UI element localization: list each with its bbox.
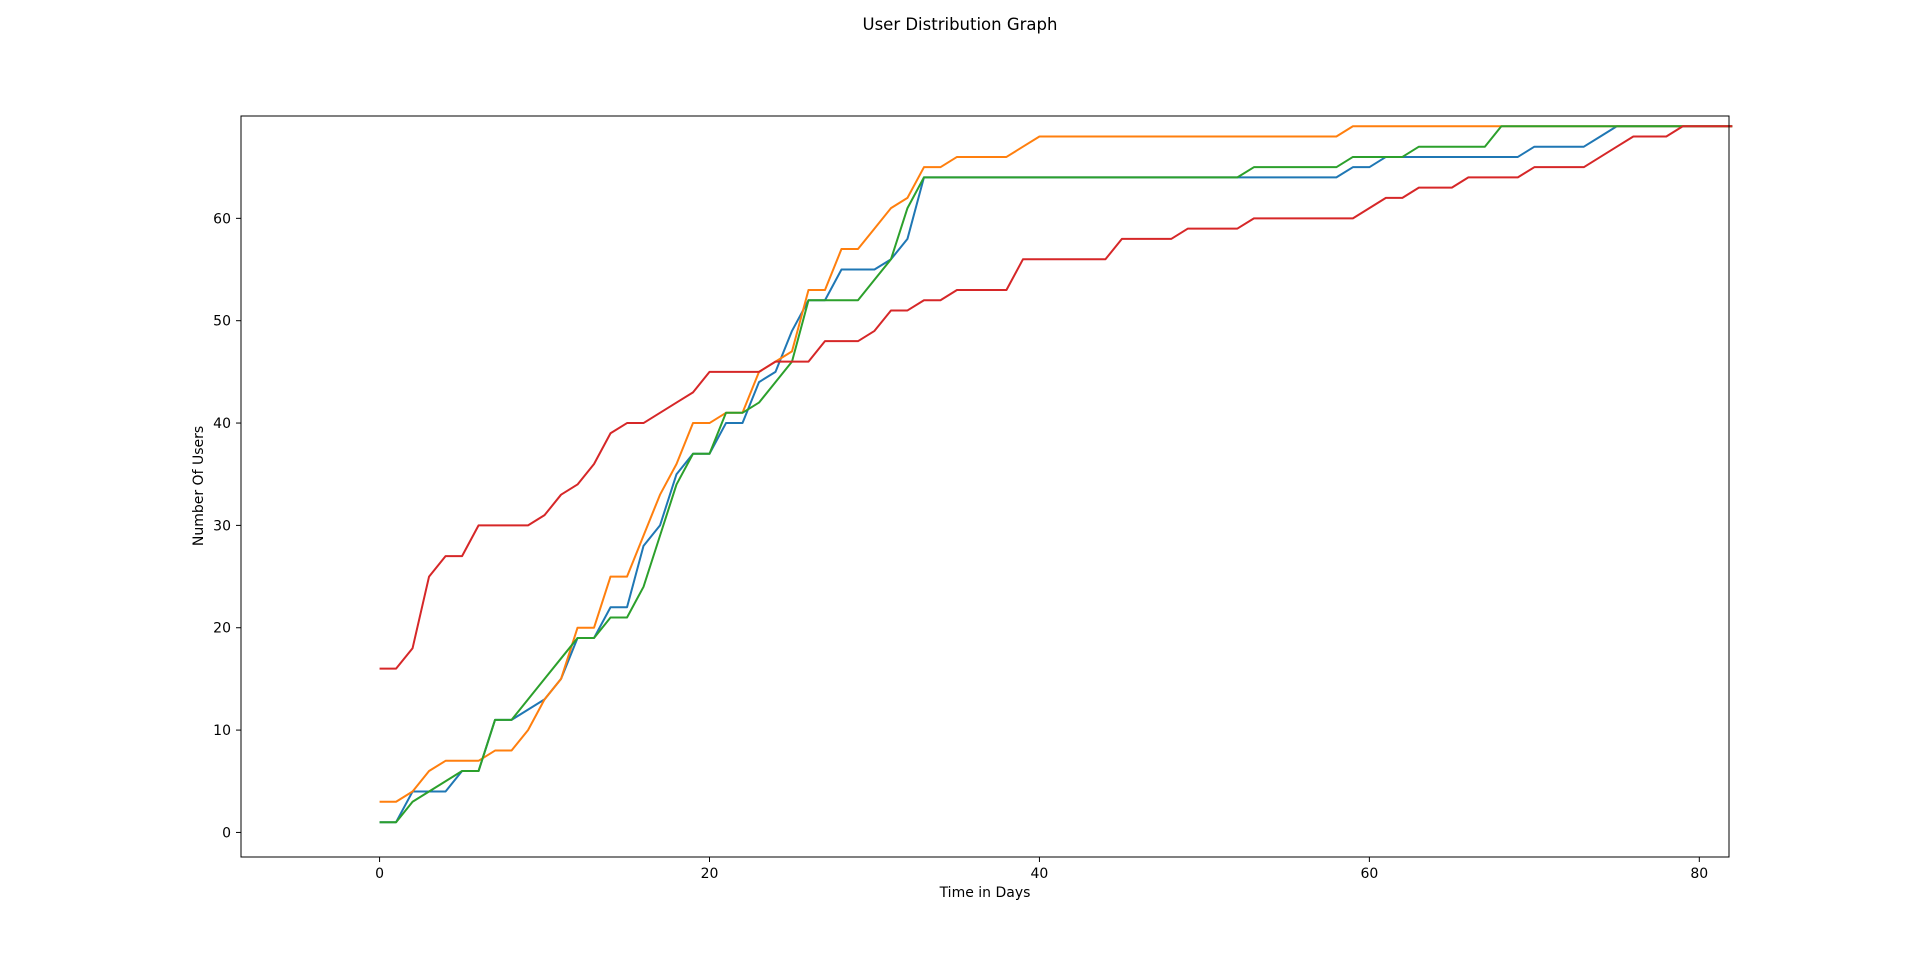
y-tick-label: 20 bbox=[213, 621, 231, 637]
x-tick-label: 80 bbox=[1690, 866, 1708, 882]
chart-title: User Distribution Graph bbox=[863, 15, 1058, 34]
y-tick-label: 10 bbox=[213, 723, 231, 739]
y-axis-label: Number Of Users bbox=[191, 426, 207, 546]
series-line-3 bbox=[379, 125, 1733, 824]
series-layer bbox=[379, 125, 1733, 824]
y-tick-label: 0 bbox=[222, 825, 231, 841]
x-tick-label: 20 bbox=[701, 866, 719, 882]
plot-area bbox=[240, 115, 1733, 858]
y-axis-ticks: 0 10 20 30 40 50 60 bbox=[213, 211, 241, 841]
x-tick-label: 60 bbox=[1360, 866, 1378, 882]
series-line-4 bbox=[379, 125, 1733, 670]
y-tick-label: 50 bbox=[213, 314, 231, 330]
axes-frame bbox=[240, 115, 1730, 858]
x-tick-label: 40 bbox=[1031, 866, 1049, 882]
x-axis-ticks: 0 20 40 60 80 bbox=[375, 857, 1708, 882]
y-tick-label: 40 bbox=[213, 416, 231, 432]
y-tick-label: 60 bbox=[213, 211, 231, 227]
x-axis-label: Time in Days bbox=[939, 885, 1031, 901]
x-tick-label: 0 bbox=[375, 866, 384, 882]
y-tick-label: 30 bbox=[213, 518, 231, 534]
